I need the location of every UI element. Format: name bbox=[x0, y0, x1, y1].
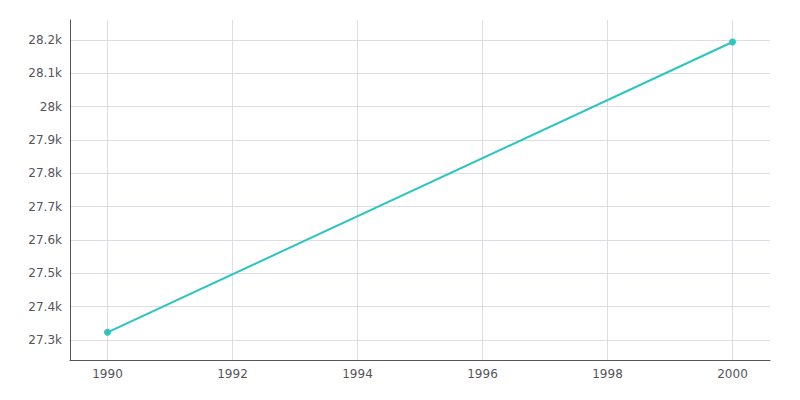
svg-text:1996: 1996 bbox=[467, 367, 498, 381]
svg-text:28k: 28k bbox=[40, 100, 62, 114]
svg-text:28.2k: 28.2k bbox=[28, 33, 62, 47]
svg-text:27.3k: 27.3k bbox=[28, 333, 62, 347]
svg-text:1998: 1998 bbox=[592, 367, 623, 381]
svg-text:2000: 2000 bbox=[717, 367, 748, 381]
svg-text:27.4k: 27.4k bbox=[28, 300, 62, 314]
svg-text:27.6k: 27.6k bbox=[28, 233, 62, 247]
svg-text:1994: 1994 bbox=[342, 367, 373, 381]
svg-text:27.8k: 27.8k bbox=[28, 166, 62, 180]
svg-text:1990: 1990 bbox=[92, 367, 123, 381]
svg-text:28.1k: 28.1k bbox=[28, 66, 62, 80]
svg-text:1992: 1992 bbox=[217, 367, 248, 381]
svg-text:27.9k: 27.9k bbox=[28, 133, 62, 147]
svg-text:27.7k: 27.7k bbox=[28, 200, 62, 214]
svg-text:27.5k: 27.5k bbox=[28, 266, 62, 280]
